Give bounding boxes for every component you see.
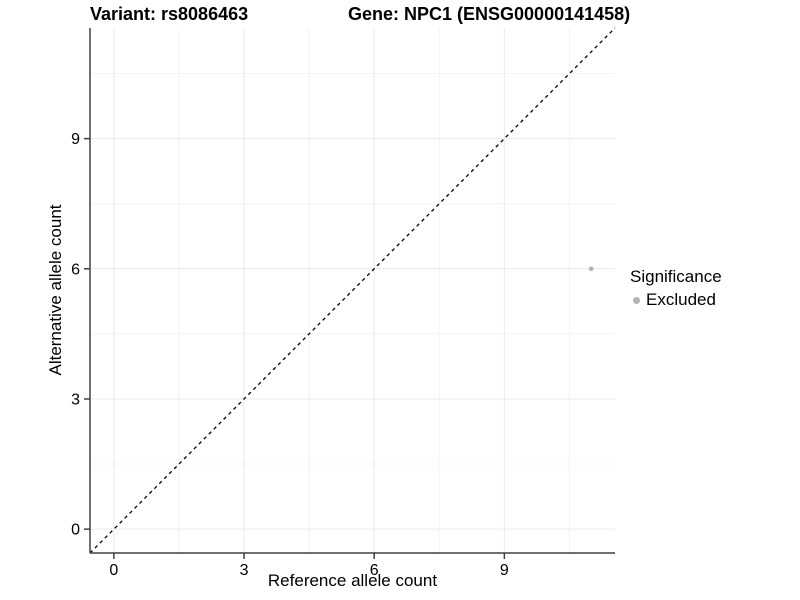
y-tick-label: 6	[71, 261, 80, 278]
x-tick-label: 0	[109, 562, 118, 579]
variant-title: Variant: rs8086463	[90, 4, 249, 24]
y-tick-label: 3	[71, 391, 80, 408]
legend: Significance Excluded	[630, 267, 722, 310]
x-tick-label: 9	[500, 562, 509, 579]
y-axis-title: Alternative allele count	[46, 204, 65, 376]
y-tick-label: 0	[71, 522, 80, 539]
gene-title: Gene: NPC1 (ENSG00000141458)	[348, 4, 631, 24]
excluded-point-icon	[633, 296, 640, 304]
x-tick-label: 3	[240, 562, 249, 579]
legend-item-label: Excluded	[646, 290, 716, 309]
identity-reference-line	[89, 27, 616, 554]
y-tick-label: 9	[71, 131, 80, 148]
x-tick-label: 6	[370, 562, 379, 579]
legend-item-excluded: Excluded	[633, 290, 722, 310]
data-point	[588, 266, 594, 272]
legend-title: Significance	[630, 267, 722, 286]
x-axis-title: Reference allele count	[267, 571, 438, 590]
